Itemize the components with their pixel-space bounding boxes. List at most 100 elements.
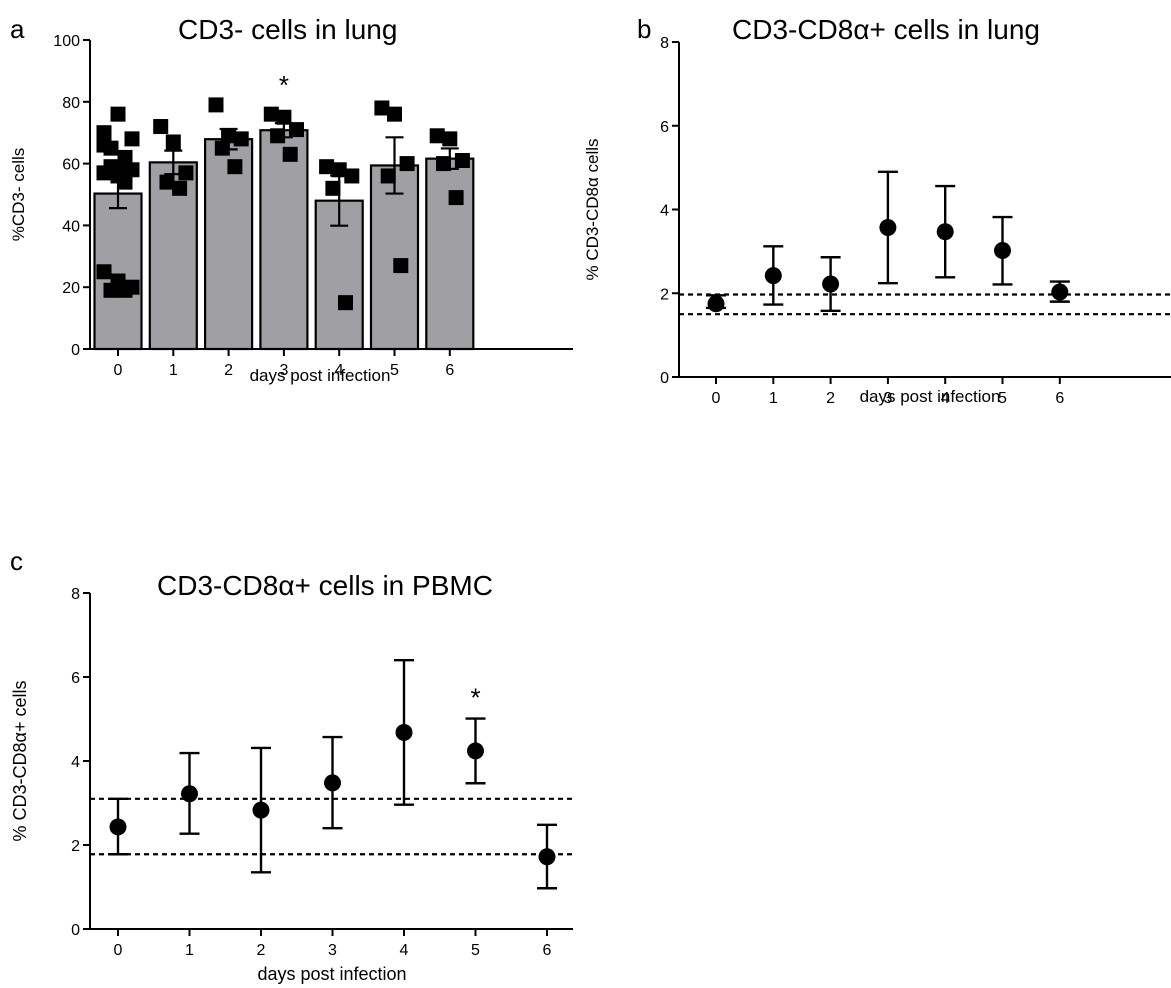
y-tick-label: 60 — [62, 157, 80, 174]
data-point — [276, 109, 292, 125]
x-tick-label: 1 — [769, 390, 778, 407]
data-point — [282, 146, 298, 162]
chart-b-scatter: 0 2 4 6 8 0 1 2 3 4 5 6 days post infection % CD3-CD8… — [583, 35, 1171, 407]
x-tick-label: 2 — [224, 362, 233, 379]
panel-letter-c: c — [10, 546, 23, 576]
y-tick-label: 100 — [53, 33, 80, 50]
x-axis-label: days post infection — [860, 387, 1001, 406]
x-axis-label: days post infection — [250, 366, 391, 385]
bar — [204, 138, 254, 351]
x-tick-label: 5 — [998, 390, 1007, 407]
y-tick-label: 2 — [71, 838, 80, 855]
data-point — [227, 159, 243, 175]
data-point — [429, 128, 445, 144]
data-point — [96, 264, 112, 280]
bar — [369, 164, 420, 351]
y-tick-label: 0 — [660, 370, 669, 387]
x-axis-label: days post infection — [257, 964, 406, 984]
chart-a-bar: 0 20 40 60 80 100 0 1 2 3 4 5 6 days post infection %C… — [9, 33, 573, 385]
data-point — [399, 156, 415, 172]
y-tick-label: 8 — [660, 35, 669, 52]
data-point — [325, 180, 341, 196]
x-tick-label: 0 — [712, 390, 721, 407]
data-point — [208, 97, 224, 113]
data-point — [319, 159, 335, 175]
data-point — [96, 137, 112, 153]
x-tick-label: 6 — [543, 942, 552, 959]
data-point — [538, 848, 556, 866]
data-point — [117, 174, 133, 190]
data-point — [252, 801, 270, 819]
data-point — [467, 742, 484, 760]
data-point — [448, 190, 464, 206]
data-point — [454, 153, 470, 169]
data-point — [442, 131, 458, 147]
data-point — [764, 267, 782, 285]
data-point — [159, 174, 175, 190]
data-point — [103, 282, 119, 298]
data-point — [936, 223, 954, 241]
panel-letter-b: b — [637, 14, 652, 44]
data-point — [387, 106, 402, 122]
significance-asterisk: * — [279, 70, 289, 100]
bar — [259, 129, 309, 351]
data-point — [879, 219, 897, 237]
data-point — [822, 275, 840, 293]
data-point — [994, 242, 1011, 260]
x-tick-label: 3 — [883, 390, 892, 407]
y-tick-label: 40 — [62, 218, 80, 235]
y-tick-label: 0 — [71, 342, 80, 359]
y-tick-label: 2 — [660, 286, 669, 303]
data-point — [395, 723, 413, 741]
x-tick-label: 6 — [445, 362, 454, 379]
y-tick-label: 4 — [71, 754, 80, 771]
x-tick-label: 2 — [257, 942, 266, 959]
chart-title-a: CD3- cells in lung — [178, 14, 398, 45]
x-tick-label: 4 — [400, 942, 409, 959]
x-tick-label: 3 — [279, 362, 288, 379]
data-point — [96, 125, 112, 141]
panel-letter-a: a — [10, 14, 25, 44]
chart-title-b: CD3-CD8α+ cells in lung — [732, 14, 1040, 45]
data-point — [109, 818, 127, 836]
x-tick-label: 5 — [471, 942, 480, 959]
x-tick-label: 5 — [390, 362, 399, 379]
data-point — [124, 131, 140, 147]
data-point — [338, 295, 353, 311]
x-tick-label: 4 — [335, 362, 344, 379]
data-point — [153, 119, 169, 135]
data-point — [374, 100, 390, 116]
data-point — [110, 106, 126, 122]
y-tick-label: 6 — [660, 119, 669, 136]
data-point — [344, 168, 360, 184]
y-tick-label: 0 — [71, 922, 80, 939]
chart-c-scatter: 0 2 4 6 8 0 1 2 3 4 5 6 days post infection % CD3-CD8… — [10, 586, 573, 984]
x-tick-label: 3 — [328, 942, 337, 959]
data-point — [1051, 283, 1069, 301]
data-point — [214, 140, 230, 156]
data-point — [270, 128, 286, 144]
data-point — [181, 785, 198, 803]
x-tick-label: 1 — [185, 942, 194, 959]
x-tick-label: 6 — [1055, 390, 1064, 407]
x-tick-label: 2 — [826, 390, 835, 407]
data-point — [172, 180, 188, 196]
data-point — [436, 156, 451, 172]
y-tick-label: 6 — [71, 670, 80, 687]
data-point — [96, 165, 112, 181]
data-point — [221, 128, 237, 144]
data-point — [117, 282, 133, 298]
data-point — [263, 106, 279, 122]
data-point — [331, 162, 347, 178]
y-tick-label: 80 — [62, 95, 80, 112]
data-point — [165, 134, 181, 150]
y-tick-label: 4 — [660, 203, 669, 220]
chart-title-c: CD3-CD8α+ cells in PBMC — [157, 570, 493, 601]
data-point — [393, 258, 409, 274]
x-tick-label: 4 — [941, 390, 950, 407]
x-tick-label: 0 — [114, 362, 123, 379]
data-point — [178, 165, 194, 181]
data-point — [707, 295, 725, 313]
y-tick-label: 8 — [71, 586, 80, 603]
data-point — [289, 122, 304, 138]
